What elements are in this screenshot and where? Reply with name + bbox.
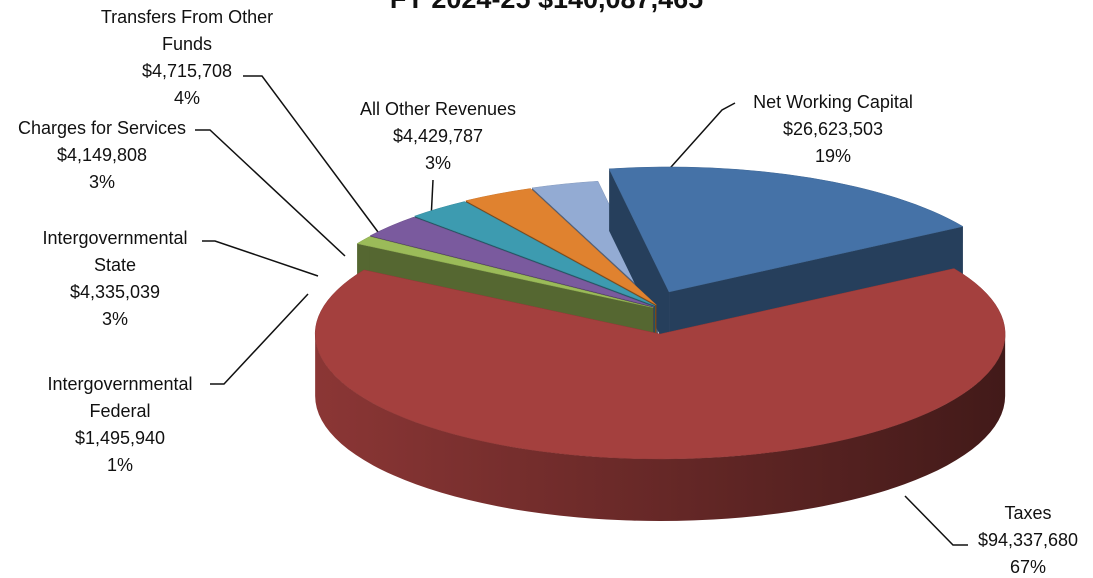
label-percent: 4% — [173, 88, 200, 108]
label-name: Taxes — [1004, 503, 1052, 523]
slice-label: All Other Revenues $4,429,787 3% — [338, 96, 538, 177]
slice-label: Intergovernmental Federal $1,495,940 1% — [20, 371, 220, 479]
leader-line — [202, 240, 319, 277]
label-value: $4,149,808 — [56, 145, 148, 165]
label-name: Net Working Capital — [753, 92, 913, 112]
slice — [369, 216, 654, 308]
chart-title: FY 2024-25 $140,087,465 — [0, 0, 1093, 15]
slice — [531, 180, 659, 305]
slice-label: Net Working Capital $26,623,503 19% — [733, 89, 933, 170]
slice-label: Taxes $94,337,680 67% — [948, 500, 1093, 578]
label-name: Intergovernmental State — [42, 228, 188, 275]
label-name: Intergovernmental Federal — [47, 374, 193, 421]
slice-label: Intergovernmental State $4,335,039 3% — [25, 225, 205, 333]
slice — [356, 236, 654, 308]
leader-lines — [195, 75, 968, 546]
label-value: $4,335,039 — [69, 282, 161, 302]
label-name: Transfers From Other Funds — [100, 7, 274, 54]
label-value: $94,337,680 — [977, 530, 1079, 550]
label-value: $26,623,503 — [782, 119, 884, 139]
label-value: $1,495,940 — [74, 428, 166, 448]
label-percent: 1% — [106, 455, 133, 475]
label-percent: 19% — [814, 146, 852, 166]
leader-line — [904, 495, 968, 546]
slice — [608, 166, 964, 293]
label-percent: 3% — [424, 153, 451, 173]
slice-side — [315, 333, 1006, 521]
slice-label: Charges for Services $4,149,808 3% — [2, 115, 202, 196]
label-percent: 67% — [1009, 557, 1047, 577]
label-value: $4,715,708 — [141, 61, 233, 81]
slice-label: Transfers From Other Funds $4,715,708 4% — [82, 4, 292, 112]
leader-line — [210, 293, 309, 385]
slice — [413, 201, 656, 307]
slice — [465, 188, 657, 306]
leader-line — [243, 75, 379, 233]
label-name: Charges for Services — [17, 118, 187, 138]
label-percent: 3% — [101, 309, 128, 329]
label-value: $4,429,787 — [392, 126, 484, 146]
leader-line — [195, 129, 346, 257]
label-name: All Other Revenues — [359, 99, 517, 119]
label-percent: 3% — [88, 172, 115, 192]
slice — [314, 268, 1006, 460]
pie — [314, 166, 1006, 521]
